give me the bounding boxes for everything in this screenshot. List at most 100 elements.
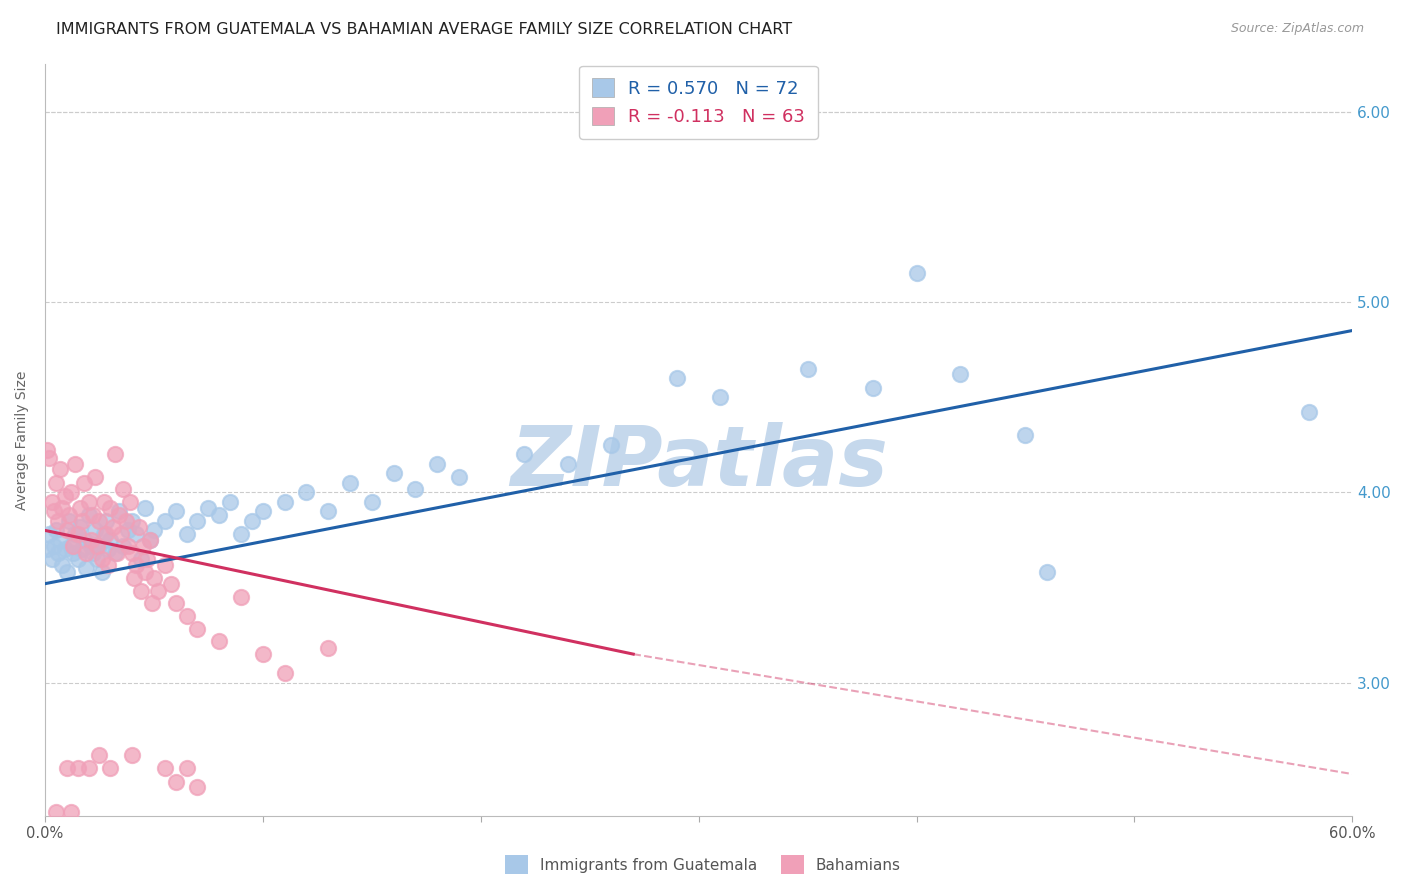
Point xyxy=(165,504,187,518)
Point xyxy=(69,500,91,515)
Point xyxy=(125,527,148,541)
Point xyxy=(138,533,160,547)
Point xyxy=(600,438,623,452)
Point xyxy=(104,546,127,560)
Point xyxy=(90,566,112,580)
Point xyxy=(66,552,89,566)
Point xyxy=(339,475,361,490)
Point xyxy=(93,527,115,541)
Point xyxy=(82,508,104,523)
Point xyxy=(75,546,97,560)
Point xyxy=(49,533,72,547)
Point xyxy=(949,368,972,382)
Point xyxy=(129,584,152,599)
Point xyxy=(90,552,112,566)
Point xyxy=(55,761,77,775)
Point xyxy=(142,571,165,585)
Point xyxy=(1298,405,1320,419)
Point xyxy=(295,485,318,500)
Point xyxy=(80,539,103,553)
Point xyxy=(160,576,183,591)
Point xyxy=(316,504,339,518)
Text: Source: ZipAtlas.com: Source: ZipAtlas.com xyxy=(1230,22,1364,36)
Point xyxy=(42,539,65,553)
Point xyxy=(208,633,231,648)
Legend: Immigrants from Guatemala, Bahamians: Immigrants from Guatemala, Bahamians xyxy=(499,849,907,880)
Legend: R = 0.570   N = 72, R = -0.113   N = 63: R = 0.570 N = 72, R = -0.113 N = 63 xyxy=(579,66,818,138)
Point xyxy=(117,539,139,553)
Point xyxy=(104,447,127,461)
Point xyxy=(110,527,132,541)
Point xyxy=(136,552,159,566)
Point xyxy=(121,747,143,762)
Point xyxy=(60,539,83,553)
Point xyxy=(134,500,156,515)
Point xyxy=(862,381,884,395)
Point xyxy=(45,805,67,819)
Point xyxy=(112,539,135,553)
Point xyxy=(796,361,818,376)
Point xyxy=(84,524,107,538)
Point xyxy=(94,527,117,541)
Point xyxy=(42,504,65,518)
Point xyxy=(37,542,59,557)
Point xyxy=(273,666,295,681)
Point xyxy=(165,596,187,610)
Point xyxy=(197,500,219,515)
Point xyxy=(141,596,163,610)
Point xyxy=(41,552,63,566)
Point xyxy=(273,495,295,509)
Text: IMMIGRANTS FROM GUATEMALA VS BAHAMIAN AVERAGE FAMILY SIZE CORRELATION CHART: IMMIGRANTS FROM GUATEMALA VS BAHAMIAN AV… xyxy=(56,22,793,37)
Point xyxy=(112,482,135,496)
Point xyxy=(51,843,73,857)
Point xyxy=(101,519,124,533)
Point xyxy=(557,457,579,471)
Point xyxy=(98,500,121,515)
Point xyxy=(186,623,208,637)
Point xyxy=(84,470,107,484)
Point xyxy=(66,761,89,775)
Point xyxy=(46,514,69,528)
Point xyxy=(176,761,198,775)
Point xyxy=(153,558,176,572)
Point xyxy=(142,524,165,538)
Point xyxy=(165,774,187,789)
Point xyxy=(70,542,93,557)
Point xyxy=(69,519,91,533)
Point xyxy=(45,524,67,538)
Point xyxy=(134,566,156,580)
Point xyxy=(176,527,198,541)
Point xyxy=(37,443,59,458)
Point xyxy=(89,539,111,553)
Point xyxy=(86,539,108,553)
Point xyxy=(98,533,121,547)
Point xyxy=(128,519,150,533)
Point xyxy=(382,467,405,481)
Point xyxy=(105,546,128,560)
Point xyxy=(121,514,143,528)
Point xyxy=(60,485,83,500)
Point xyxy=(208,508,231,523)
Point xyxy=(124,571,146,585)
Text: ZIPatlas: ZIPatlas xyxy=(510,422,887,503)
Point xyxy=(229,590,252,604)
Point xyxy=(82,546,104,560)
Point xyxy=(125,558,148,572)
Point xyxy=(219,495,242,509)
Point xyxy=(77,495,100,509)
Point xyxy=(426,457,449,471)
Point xyxy=(55,524,77,538)
Point xyxy=(94,514,117,528)
Point xyxy=(53,542,76,557)
Point xyxy=(252,647,274,661)
Point xyxy=(65,457,87,471)
Point xyxy=(138,533,160,547)
Y-axis label: Average Family Size: Average Family Size xyxy=(15,370,30,509)
Point xyxy=(129,552,152,566)
Point xyxy=(97,542,120,557)
Point xyxy=(97,558,120,572)
Point xyxy=(89,514,111,528)
Point xyxy=(240,514,263,528)
Point xyxy=(49,462,72,476)
Point xyxy=(58,508,80,523)
